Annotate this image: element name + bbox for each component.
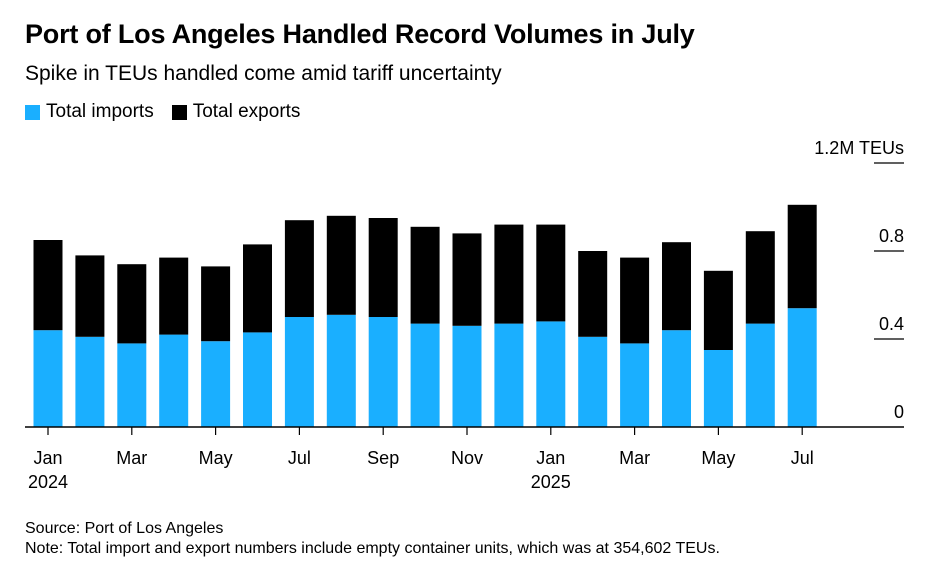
y-tick-label-1: 0.4 [879, 314, 904, 334]
x-tick-label-7: Mar [619, 448, 650, 468]
x-tick-label-5: Nov [451, 448, 483, 468]
chart-subtitle: Spike in TEUs handled come amid tariff u… [25, 62, 502, 85]
footnote: Note: Total import and export numbers in… [25, 540, 720, 557]
bar-imports-2025-06 [745, 323, 775, 427]
x-tick-label-8: May [701, 448, 735, 468]
bar-exports-2025-01 [536, 224, 566, 322]
bar-imports-2024-09 [368, 317, 398, 427]
bar-exports-2024-02 [75, 255, 105, 337]
bar-imports-2024-10 [410, 323, 440, 427]
bar-exports-2024-11 [452, 233, 482, 326]
legend-label-imports: Total imports [46, 101, 154, 122]
legend-label-exports: Total exports [192, 101, 301, 122]
x-tick-label-6: Jan [536, 448, 565, 468]
bar-exports-2025-07 [787, 204, 817, 309]
y-tick-label-2: 0.8 [879, 226, 904, 246]
bar-exports-2024-05 [201, 266, 231, 342]
bar-exports-2025-04 [662, 242, 691, 331]
bar-exports-2024-07 [284, 220, 314, 317]
x-tick-label-3: Jul [288, 448, 311, 468]
x-tick-year-6: 2025 [531, 472, 571, 492]
bar-exports-2024-09 [368, 218, 398, 317]
bar-imports-2024-03 [117, 343, 147, 427]
bar-imports-2025-01 [536, 321, 566, 427]
bar-exports-2025-05 [703, 270, 733, 350]
bar-exports-2024-01 [33, 240, 63, 331]
bar-imports-2024-07 [284, 317, 314, 427]
bar-imports-2024-11 [452, 325, 482, 427]
bar-exports-2025-03 [620, 257, 650, 344]
bar-imports-2024-06 [243, 332, 272, 427]
bar-exports-2024-12 [494, 224, 524, 324]
chart-title: Port of Los Angeles Handled Record Volum… [25, 19, 695, 49]
bar-imports-2024-12 [494, 323, 524, 427]
x-tick-year-0: 2024 [28, 472, 68, 492]
bar-exports-2024-04 [159, 257, 189, 335]
legend-item-exports: Total exports [171, 101, 301, 123]
bar-exports-2025-06 [745, 231, 775, 324]
bar-imports-2024-08 [326, 314, 356, 427]
x-tick-label-1: Mar [116, 448, 147, 468]
legend-item-imports: Total imports [25, 101, 154, 123]
bar-imports-2025-04 [662, 330, 691, 427]
bar-imports-2024-04 [159, 334, 189, 427]
bar-imports-2025-05 [703, 350, 733, 427]
source-note: Source: Port of Los Angeles [25, 520, 224, 537]
legend: Total imports Total exports [25, 101, 318, 123]
bar-imports-2025-03 [620, 343, 650, 427]
bar-imports-2024-02 [75, 336, 105, 427]
bar-exports-2025-02 [578, 251, 608, 337]
bar-exports-2024-08 [326, 215, 356, 315]
x-tick-label-9: Jul [791, 448, 814, 468]
x-tick-label-2: May [199, 448, 233, 468]
legend-swatch-exports [171, 104, 187, 120]
bar-imports-2024-05 [201, 341, 231, 427]
x-tick-label-0: Jan [33, 448, 62, 468]
bar-exports-2024-03 [117, 264, 147, 344]
x-tick-label-4: Sep [367, 448, 399, 468]
bar-exports-2024-10 [410, 226, 440, 324]
bar-exports-2024-06 [243, 244, 272, 333]
bar-imports-2024-01 [33, 330, 63, 427]
y-tick-label-0: 0 [894, 402, 904, 422]
bar-imports-2025-02 [578, 336, 608, 427]
y-tick-label-3: 1.2M TEUs [814, 138, 904, 158]
legend-swatch-imports [25, 104, 40, 120]
bar-imports-2025-07 [787, 308, 817, 427]
